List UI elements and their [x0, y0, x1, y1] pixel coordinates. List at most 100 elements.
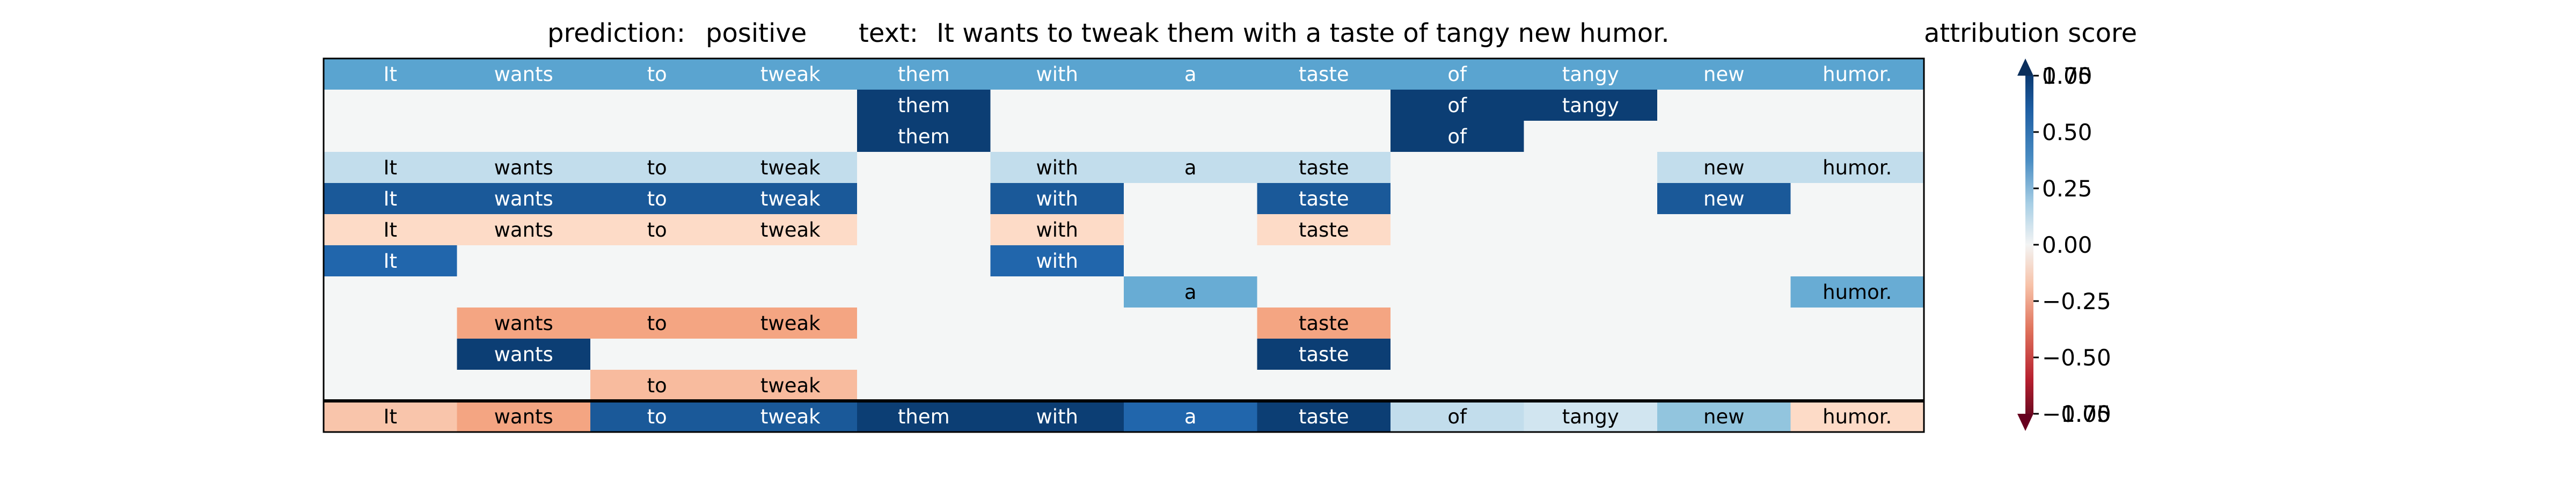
- heatmap-cell-label: tangy: [1562, 94, 1619, 117]
- heatmap-cell-label: wants: [494, 312, 553, 335]
- heatmap-cell-label: tweak: [760, 405, 821, 428]
- heatmap-cell: [1790, 58, 1924, 90]
- heatmap-cell-label: taste: [1299, 187, 1349, 210]
- heatmap-cell-label: with: [1036, 187, 1079, 210]
- heatmap-cell: [1524, 401, 1658, 433]
- heatmap-cell: [590, 90, 724, 121]
- heatmap-cell: [723, 370, 858, 401]
- heatmap-cell: [857, 152, 991, 184]
- heatmap-cell: [990, 90, 1124, 121]
- heatmap-cell: [457, 58, 591, 90]
- heatmap-cell: [1124, 339, 1258, 370]
- heatmap-cell-label: them: [898, 125, 950, 148]
- heatmap-cell: [1257, 401, 1391, 433]
- heatmap-cell-label: them: [898, 94, 950, 117]
- heatmap-cell: [1391, 401, 1525, 433]
- heatmap-cell: [1657, 152, 1791, 184]
- heatmap-cell: [1124, 121, 1258, 152]
- heatmap-cell: [1124, 214, 1258, 246]
- heatmap-cell: [990, 245, 1124, 277]
- heatmap-cell: [857, 214, 991, 246]
- heatmap-cell: [1524, 58, 1658, 90]
- colorbar-tick-label: 0.75: [2042, 63, 2092, 89]
- heatmap-cell: [590, 183, 724, 215]
- heatmap-cell-label: of: [1447, 63, 1467, 86]
- colorbar-tick-label: −0.75: [2042, 401, 2111, 427]
- heatmap-cell: [723, 308, 858, 339]
- heatmap-cell-label: a: [1184, 63, 1197, 86]
- heatmap-cell: [457, 308, 591, 339]
- heatmap-cell-label: taste: [1299, 156, 1349, 179]
- heatmap-cell: [723, 121, 858, 152]
- heatmap-cell: [1657, 339, 1791, 370]
- heatmap-cell: [1391, 183, 1525, 215]
- heatmap-cell-label: to: [647, 218, 667, 241]
- colorbar-extend-top: [2017, 58, 2033, 76]
- heatmap-cell: [324, 90, 458, 121]
- heatmap-cell-label: It: [384, 156, 397, 179]
- heatmap-cell: [1257, 308, 1391, 339]
- heatmap-cell-label: new: [1703, 405, 1744, 428]
- heatmap-cell: [324, 370, 458, 401]
- heatmap-cell: [1391, 370, 1525, 401]
- heatmap-cell: [1391, 308, 1525, 339]
- heatmap-cell: [990, 370, 1124, 401]
- heatmap-cell: [1657, 121, 1791, 152]
- heatmap-cell: [324, 276, 458, 308]
- heatmap-cell-label: humor.: [1823, 281, 1892, 304]
- heatmap-cell: [1124, 401, 1258, 433]
- colorbar-tick-label: 0.25: [2042, 175, 2092, 202]
- colorbar-title: attribution score: [1924, 18, 2137, 48]
- colorbar-tick-label: −0.25: [2042, 288, 2111, 314]
- heatmap-cell: [1257, 183, 1391, 215]
- prediction-label: prediction:: [547, 18, 685, 48]
- heatmap-cell-label: wants: [494, 187, 553, 210]
- heatmap-cell-label: new: [1703, 156, 1744, 179]
- heatmap-cell: [1524, 308, 1658, 339]
- heatmap-cell-label: tweak: [760, 374, 821, 397]
- heatmap-cell: [857, 339, 991, 370]
- heatmap-cell: [990, 183, 1124, 215]
- colorbar-tick-label: 0.00: [2042, 232, 2092, 258]
- heatmap-cell: [1790, 370, 1924, 401]
- heatmap-cell: [1391, 90, 1525, 121]
- heatmap-cell: [990, 58, 1124, 90]
- heatmap-cell: [1391, 214, 1525, 246]
- heatmap-cell: [990, 401, 1124, 433]
- heatmap-cell-label: them: [898, 405, 950, 428]
- heatmap-cell: [1391, 245, 1525, 277]
- heatmap-cell: [1257, 90, 1391, 121]
- heatmap-cell-label: wants: [494, 156, 553, 179]
- heatmap-cell: [723, 152, 858, 184]
- heatmap-cell: [1257, 370, 1391, 401]
- heatmap-cell: [1657, 90, 1791, 121]
- heatmap-cell-label: taste: [1299, 63, 1349, 86]
- heatmap-cell: [590, 370, 724, 401]
- heatmap-cell: [1391, 276, 1525, 308]
- prediction-value: positive: [706, 18, 807, 48]
- heatmap-cell: [1790, 183, 1924, 215]
- heatmap-cell: [1124, 90, 1258, 121]
- heatmap-cell-label: tangy: [1562, 63, 1619, 86]
- heatmap-cell-label: a: [1184, 156, 1197, 179]
- heatmap-cell-label: wants: [494, 343, 553, 366]
- heatmap-cell: [1257, 214, 1391, 246]
- heatmap-cell: [857, 183, 991, 215]
- heatmap-cell-label: humor.: [1823, 63, 1892, 86]
- heatmap-cell-label: to: [647, 187, 667, 210]
- heatmap-cell: [590, 152, 724, 184]
- heatmap-cell: [990, 152, 1124, 184]
- heatmap-cell: [1124, 370, 1258, 401]
- heatmap-cell-label: humor.: [1823, 156, 1892, 179]
- heatmap-cell: [990, 276, 1124, 308]
- heatmap-cell-label: humor.: [1823, 405, 1892, 428]
- heatmap-cell: [324, 121, 458, 152]
- heatmap-cell: [1657, 214, 1791, 246]
- colorbar-top-overlap-label: 1.00: [2042, 63, 2092, 89]
- heatmap-cell: [1657, 58, 1791, 90]
- heatmap-cell: [723, 90, 858, 121]
- heatmap-cell: [1257, 121, 1391, 152]
- heatmap-cell-label: a: [1184, 281, 1197, 304]
- heatmap-cell: [857, 276, 991, 308]
